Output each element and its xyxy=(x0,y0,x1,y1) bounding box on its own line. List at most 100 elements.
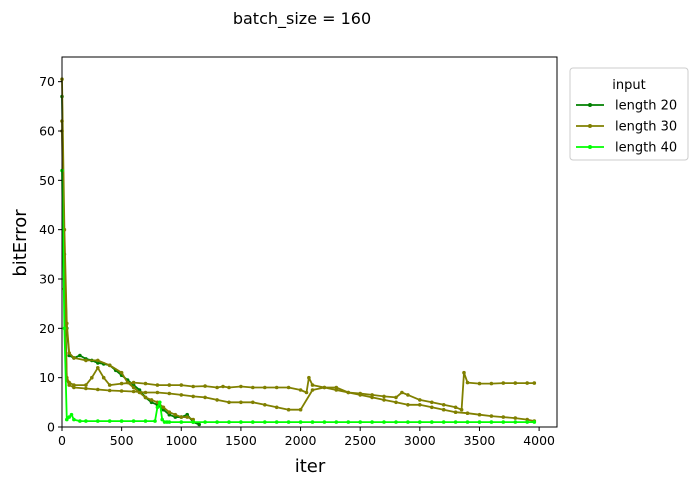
data-point xyxy=(84,419,88,423)
data-point xyxy=(513,420,518,424)
data-point xyxy=(215,420,219,424)
data-point xyxy=(72,356,76,360)
data-point xyxy=(119,381,124,386)
data-point xyxy=(84,383,88,387)
data-point xyxy=(307,375,311,380)
data-point xyxy=(185,415,189,419)
data-point xyxy=(465,420,470,424)
legend-marker xyxy=(588,103,592,107)
plot-area xyxy=(60,77,537,427)
data-point xyxy=(72,385,76,390)
data-point xyxy=(131,419,136,423)
x-tick-label: 3000 xyxy=(404,433,436,448)
data-point xyxy=(334,385,339,390)
data-point xyxy=(382,398,386,402)
data-point xyxy=(227,385,231,390)
data-point xyxy=(310,420,315,424)
data-point xyxy=(215,385,219,390)
data-point xyxy=(107,383,112,387)
data-point xyxy=(107,388,112,393)
y-axis-label: bitError xyxy=(10,209,31,277)
series-line xyxy=(61,121,535,411)
y-tick-label: 50 xyxy=(39,173,55,188)
data-point xyxy=(203,420,207,424)
series-length-30 xyxy=(60,77,195,422)
data-point xyxy=(286,407,291,412)
data-point xyxy=(167,410,172,415)
legend: input length 20 length 30 length 40 xyxy=(569,67,689,161)
data-point xyxy=(167,383,172,387)
data-point xyxy=(370,393,374,397)
legend-marker xyxy=(588,124,592,128)
legend-item: length 30 xyxy=(576,120,677,135)
series-length-40 xyxy=(60,168,537,424)
data-point xyxy=(477,381,482,386)
data-point xyxy=(298,388,303,392)
data-point xyxy=(501,415,506,419)
data-point xyxy=(153,419,157,423)
data-point xyxy=(346,390,351,395)
data-point xyxy=(382,420,386,424)
data-point xyxy=(274,405,279,410)
data-point xyxy=(143,419,148,423)
data-point xyxy=(197,422,201,427)
y-tick-label: 10 xyxy=(39,370,55,385)
data-point xyxy=(203,384,207,388)
legend-marker xyxy=(588,145,592,149)
y-tick-label: 0 xyxy=(47,420,55,435)
data-point xyxy=(158,400,162,405)
data-point xyxy=(310,383,315,387)
x-axis: 0 500 1000 1500 2000 2500 3000 3500 4000 xyxy=(58,427,555,448)
data-point xyxy=(263,403,267,407)
data-point xyxy=(441,403,446,407)
data-point xyxy=(400,390,404,395)
data-point xyxy=(532,381,537,385)
data-point xyxy=(322,420,327,424)
data-point xyxy=(418,398,422,402)
data-point xyxy=(251,400,255,405)
data-point xyxy=(263,420,267,424)
data-point xyxy=(286,385,291,390)
data-point xyxy=(155,405,160,410)
legend-box xyxy=(569,67,689,161)
data-point xyxy=(489,414,494,418)
data-point xyxy=(131,389,136,394)
data-point xyxy=(501,381,506,385)
data-point xyxy=(441,420,446,424)
data-point xyxy=(179,393,184,397)
data-point xyxy=(358,420,363,424)
data-point xyxy=(119,370,124,375)
data-point xyxy=(131,385,136,390)
data-point xyxy=(501,420,506,424)
legend-title: input xyxy=(612,78,645,93)
x-tick-label: 0 xyxy=(58,433,66,448)
data-point xyxy=(453,410,458,415)
series-line xyxy=(61,96,200,426)
data-point xyxy=(513,381,518,385)
data-point xyxy=(167,391,172,396)
data-point xyxy=(298,420,303,424)
data-point xyxy=(346,420,351,424)
legend-item: length 20 xyxy=(576,99,677,114)
data-point xyxy=(525,417,529,422)
data-point xyxy=(406,420,410,424)
data-point xyxy=(459,407,464,412)
data-point xyxy=(263,385,267,390)
data-point xyxy=(179,420,184,424)
y-tick-label: 60 xyxy=(39,124,55,139)
data-point xyxy=(251,420,255,424)
x-tick-label: 2000 xyxy=(285,433,317,448)
data-point xyxy=(65,417,69,422)
data-point xyxy=(173,412,178,417)
data-point xyxy=(96,366,100,370)
data-point xyxy=(191,417,195,422)
data-point xyxy=(179,383,184,387)
data-point xyxy=(418,403,422,407)
chart-title: batch_size = 160 xyxy=(233,9,371,29)
data-point xyxy=(191,394,195,399)
data-point xyxy=(143,395,148,400)
data-point xyxy=(394,395,398,400)
data-point xyxy=(78,419,82,423)
y-tick-label: 20 xyxy=(39,321,55,336)
data-point xyxy=(489,381,494,386)
